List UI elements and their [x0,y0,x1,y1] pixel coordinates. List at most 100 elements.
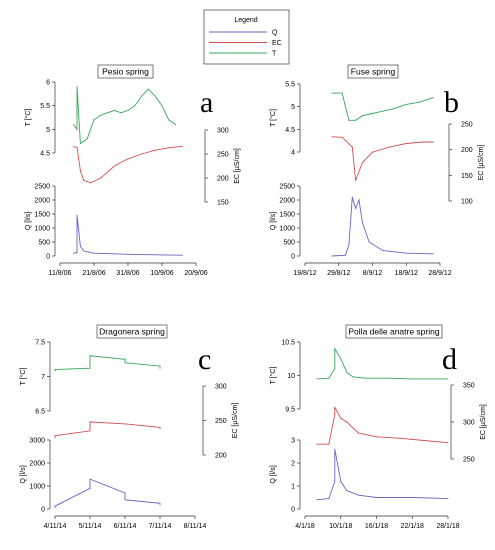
t-data-point [107,112,109,114]
ec-data-point [331,136,333,138]
ec-data-point [127,158,129,160]
q-axis: 2500 2000 1500 1000 500 0 Q [l/s] [270,184,301,261]
ec-data-point [423,440,425,441]
ec-axis: 350 300 250 EC [µS/cm] [450,383,487,464]
q-data-point [124,492,126,494]
t-tick-label: 7 [41,374,45,381]
t-data-point [411,378,413,380]
t-data-point [340,358,342,360]
ec-data-point [113,165,115,167]
t-tick-label: 5.5 [285,82,295,89]
x-tick-label: 8/9/12 [363,270,383,277]
t-axis: 10.5 10 9.5 T [°C] [269,340,301,414]
ec-data-point [90,182,92,184]
ec-axis: 300 250 200 150 EC [µS/cm] [204,128,241,207]
t-data-point [76,86,78,88]
ec-tick-label: 200 [215,453,227,460]
ec-axis-label: EC [µS/cm] [232,403,239,439]
t-data-point [113,109,115,111]
q-tick-label: 2 [291,461,295,468]
x-tick-label: 28/9/12 [428,270,451,277]
panel-letter: d [442,343,457,376]
q-tick-label: 1 [291,484,295,491]
x-tick-label: 4/11/14 [44,523,67,530]
ec-data-point [181,145,183,147]
t-data-point [364,377,366,379]
t-tick-label: 6 [46,80,50,87]
x-tick-label: 21/8/06 [82,270,105,277]
panel-letter: a [200,86,213,119]
ec-data-point [79,170,81,172]
ec-data-point [54,437,56,439]
ec-axis: 300 250 200 EC [µS/cm] [202,384,239,460]
ec-data-point [341,136,343,138]
ec-tick-label: 300 [463,420,475,427]
ec-series-line [73,145,183,184]
q-data-point [159,504,161,506]
t-data-point [147,88,149,90]
q-tick-label: 3000 [29,438,45,445]
ec-axis-label: EC [µS/cm] [478,145,485,181]
q-data-point [346,490,348,492]
legend-label-q: Q [272,30,278,37]
q-data-point [345,254,346,256]
q-tick-label: 0 [291,254,295,261]
legend-title: Legend [234,17,257,24]
ec-data-point [334,406,336,408]
ec-tick-label: 200 [461,147,473,154]
ec-tick-label: 300 [217,128,229,135]
q-data-point [447,498,449,500]
ec-data-point [141,153,143,155]
q-axis: 3 2 1 0 Q [l/s] [270,438,301,514]
ec-axis-label: EC [µS/cm] [234,148,241,184]
t-tick-label: 6.5 [35,409,45,416]
t-data-point [352,376,354,378]
ec-data-point [316,443,318,445]
t-data-point [134,105,136,107]
t-tick-label: 10.5 [281,340,295,347]
t-data-point [334,348,336,350]
q-data-point [355,207,357,209]
ec-data-point [124,423,126,425]
t-data-point [83,140,85,142]
ec-data-point [328,443,330,445]
x-tick-label: 4/1/18 [295,523,315,530]
t-data-point [175,124,177,126]
t-tick-label: 7.5 [35,340,45,347]
q-tick-label: 1000 [29,484,45,491]
ec-tick-label: 250 [217,152,229,159]
t-data-point [334,368,336,370]
ec-data-point [89,421,91,423]
panel-title-box [347,64,399,79]
ec-axis-label: EC [µS/cm] [480,404,487,440]
t-data-point [76,128,78,130]
ec-series-line [331,136,434,181]
t-tick-label: 4.5 [285,127,295,134]
q-data-point [340,480,342,482]
q-data-point [358,199,360,201]
t-tick-label: 5 [291,104,295,111]
x-tick-label: 8/11/14 [184,523,207,530]
q-tick-label: 1500 [34,212,50,219]
x-tick-label: 18/9/12 [395,270,418,277]
x-tick-label: 7/11/14 [149,523,172,530]
t-data-point [348,119,350,121]
t-axis-label: T [°C] [24,109,32,127]
ec-data-point [376,436,377,438]
ec-axis: 250 200 150 100 EC [µS/cm] [448,122,485,206]
t-series-line [316,347,448,380]
ec-data-point [355,180,357,181]
panel-letter: c [198,343,211,376]
q-tick-label: 500 [283,240,295,247]
q-data-point [79,245,81,247]
x-tick-label: 31/8/06 [116,270,139,277]
t-data-point [54,370,56,372]
q-data-point [334,448,336,450]
q-data-point [73,252,75,254]
t-tick-label: 9.5 [285,407,295,414]
q-data-point [405,252,407,254]
legend-items: Q EC T [209,30,282,58]
q-axis-label: Q [l/s] [20,465,27,483]
ec-data-point [159,426,161,428]
ec-data-point [168,147,170,149]
